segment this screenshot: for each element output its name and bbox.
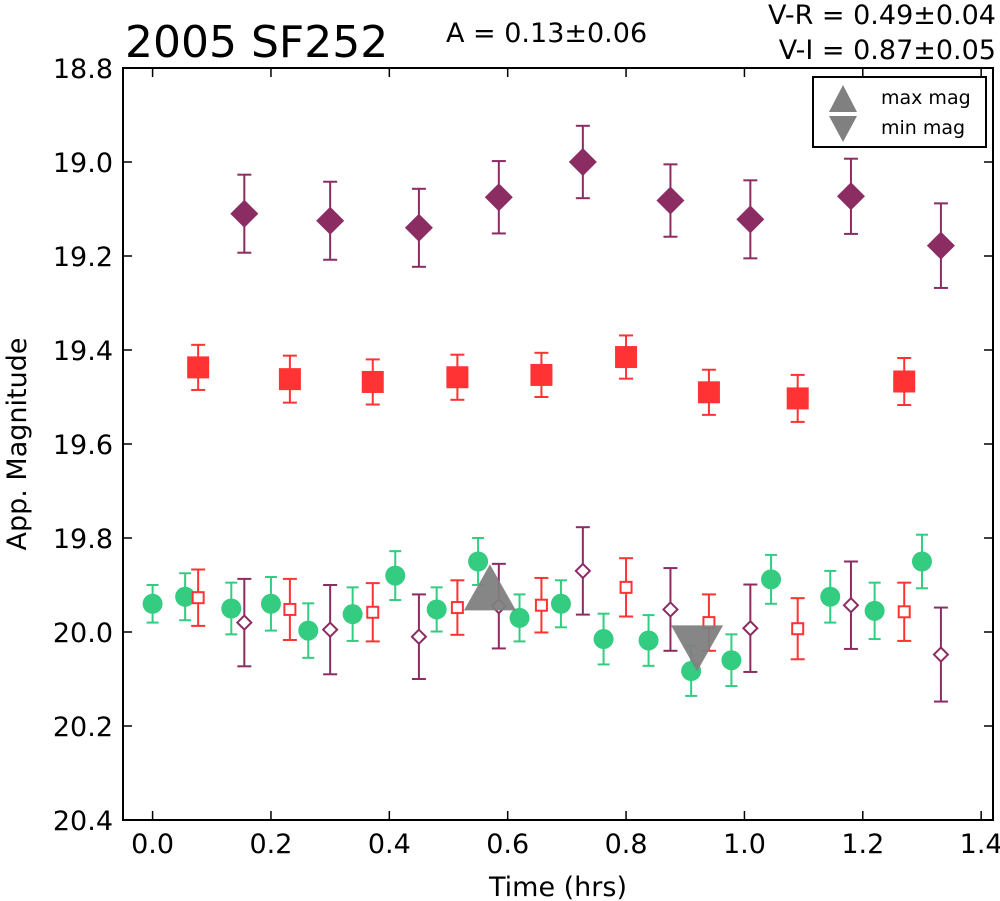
data-point [260, 593, 281, 614]
data-point [656, 186, 685, 215]
data-point [410, 628, 428, 646]
data-point [450, 601, 464, 615]
legend: max mag min mag [812, 76, 987, 148]
color-index-vi: V-I = 0.87±0.05 [779, 35, 996, 66]
data-point [235, 614, 253, 632]
data-point [893, 370, 916, 393]
data-point [484, 183, 513, 212]
legend-min-label: min mag [881, 117, 965, 139]
data-point [926, 231, 955, 260]
data-point [638, 630, 659, 651]
data-point [786, 387, 809, 410]
y-tick-label: 20.4 [53, 806, 113, 837]
y-tick-label: 20.0 [53, 618, 113, 649]
amplitude-text: A = 0.13±0.06 [446, 18, 647, 49]
data-point [426, 599, 447, 620]
x-tick-label: 1.4 [960, 829, 1000, 860]
legend-max-label: max mag [881, 87, 971, 109]
data-point [593, 629, 614, 650]
data-point [187, 356, 210, 379]
data-point [615, 346, 638, 369]
y-tick-label: 19.2 [53, 242, 113, 273]
y-tick-label: 19.0 [53, 148, 113, 179]
x-tick-label: 0.2 [249, 829, 292, 860]
y-tick-label: 18.8 [53, 54, 113, 85]
data-point [897, 605, 911, 619]
y-tick-label: 19.4 [53, 336, 113, 367]
data-point [820, 586, 841, 607]
data-point [316, 206, 345, 235]
data-point [366, 605, 380, 619]
data-point [191, 591, 205, 605]
min-mag-marker [671, 625, 724, 672]
y-tick-label: 20.2 [53, 712, 113, 743]
data-point [568, 148, 597, 176]
legend-max-marker [829, 85, 857, 112]
data-point [911, 551, 932, 572]
data-point [697, 381, 720, 404]
data-point [446, 366, 469, 389]
data-point [721, 650, 742, 671]
x-tick-label: 0.0 [131, 829, 174, 860]
data-point [530, 363, 553, 386]
data-point [736, 205, 765, 234]
data-point [468, 551, 489, 572]
data-point [864, 600, 885, 621]
data-point [550, 593, 571, 614]
max-mag-marker [463, 564, 516, 611]
data-point [230, 199, 259, 228]
color-index-vr: V-R = 0.49±0.04 [768, 0, 996, 31]
data-point [534, 598, 548, 612]
data-point [175, 586, 196, 607]
data-point [662, 601, 679, 618]
data-point [278, 368, 301, 391]
data-point [404, 213, 433, 242]
y-tick-label: 19.6 [53, 430, 113, 461]
data-point [361, 370, 384, 393]
axes: 0.0 0.2 0.4 0.6 0.8 1.0 1.2 1.4 18.8 19.0 19.2 19.4… [53, 54, 1000, 860]
data-point [321, 621, 339, 639]
data-point [283, 602, 297, 616]
data-point [932, 646, 950, 663]
data-point [741, 619, 759, 637]
x-tick-label: 1.2 [841, 829, 884, 860]
plot-frame [122, 67, 994, 821]
x-tick-label: 0.6 [486, 829, 529, 860]
data-point [142, 593, 163, 614]
data-point [509, 607, 530, 628]
x-axis-label: Time (hrs) [488, 872, 627, 901]
data-point [298, 620, 319, 641]
x-tick-label: 0.4 [368, 829, 411, 860]
legend-min-marker [829, 116, 857, 142]
data-point [221, 598, 242, 619]
data-point [342, 604, 363, 625]
plot-area [142, 124, 955, 703]
y-axis-label: App. Magnitude [2, 338, 33, 551]
data-point [842, 596, 860, 614]
data-point [385, 565, 406, 586]
chart-title: 2005 SF252 [125, 17, 388, 68]
x-tick-label: 0.8 [605, 829, 648, 860]
x-tick-label: 1.0 [723, 829, 766, 860]
data-point [791, 622, 805, 636]
y-tick-label: 19.8 [53, 524, 113, 555]
data-point [619, 580, 633, 594]
data-point [574, 562, 592, 580]
data-point [836, 182, 865, 211]
data-point [761, 569, 782, 590]
